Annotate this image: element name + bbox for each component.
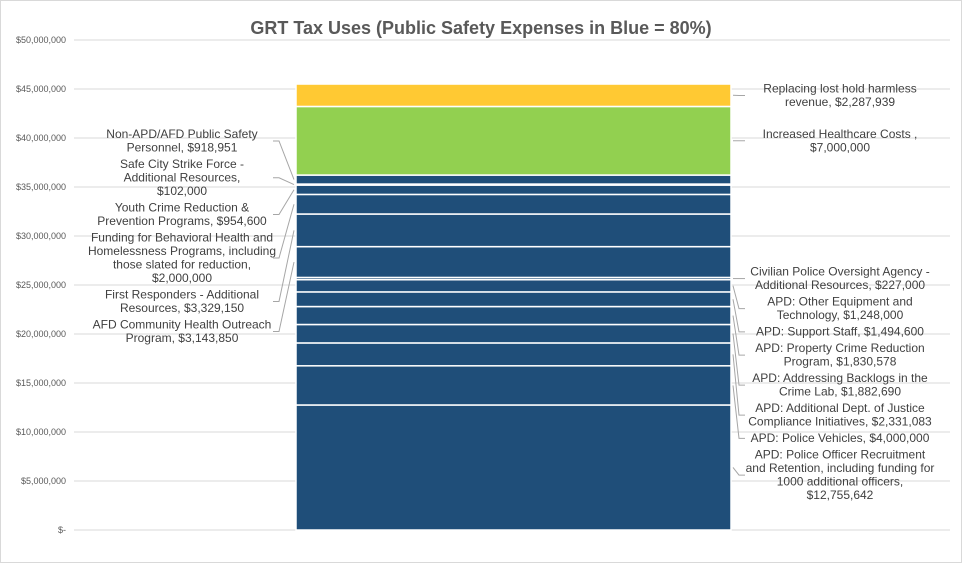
segment-label-line: First Responders - Additional bbox=[105, 288, 259, 302]
segment-label-line: Safe City Strike Force - bbox=[120, 157, 244, 171]
segment-label-line: APD: Addressing Backlogs in the bbox=[752, 371, 928, 385]
segment-label-line: $12,755,642 bbox=[807, 488, 874, 502]
bar-segment bbox=[295, 245, 732, 279]
leader-line bbox=[273, 177, 295, 186]
segment-label-line: Homelessness Programs, including bbox=[88, 244, 276, 258]
segment-label: APD: Police Vehicles, $4,000,000 bbox=[751, 431, 930, 445]
leader-line bbox=[273, 204, 295, 259]
segment-label-line: Crime Lab, $1,882,690 bbox=[779, 385, 901, 399]
y-tick-label: $10,000,000 bbox=[16, 427, 66, 437]
segment-label-line: APD: Additional Dept. of Justice bbox=[755, 401, 925, 415]
segment-label-line: APD: Property Crime Reduction bbox=[755, 341, 924, 355]
segment-label-line: Technology, $1,248,000 bbox=[777, 308, 904, 322]
segment-labels: Non-APD/AFD Public Safety Personnel, $918… bbox=[88, 82, 934, 503]
bar-segment bbox=[295, 291, 732, 308]
segment-label-line: APD: Other Equipment and bbox=[767, 295, 912, 309]
leader-line bbox=[732, 315, 745, 356]
bar-segment bbox=[295, 193, 732, 215]
y-tick-label: $25,000,000 bbox=[16, 280, 66, 290]
segment-label: APD: Other Equipment and Technology, $1,2… bbox=[767, 295, 912, 323]
segment-label-line: Additional Resources, $227,000 bbox=[755, 278, 925, 292]
segment-label-line: Increased Healthcare Costs , bbox=[763, 127, 918, 141]
y-tick-label: $5,000,000 bbox=[21, 476, 66, 486]
segment-label: APD: Police Officer Recruitment and Reten… bbox=[746, 448, 935, 503]
segment-label-line: Personnel, $918,951 bbox=[127, 141, 238, 155]
leader-line bbox=[732, 385, 745, 439]
segment-label-line: AFD Community Health Outreach bbox=[93, 318, 272, 332]
segment-label-line: Additional Resources, bbox=[124, 171, 241, 185]
segment-label: Non-APD/AFD Public Safety Personnel, $918… bbox=[106, 127, 257, 155]
bar-segment bbox=[295, 342, 732, 367]
leader-line bbox=[273, 261, 295, 332]
segment-label-line: Compliance Initiatives, $2,331,083 bbox=[748, 415, 932, 429]
segment-label: APD: Additional Dept. of Justice Complian… bbox=[748, 401, 932, 429]
leader-line bbox=[732, 467, 745, 476]
segment-label-line: $2,000,000 bbox=[152, 271, 212, 285]
leader-line bbox=[732, 299, 745, 333]
leader-line bbox=[273, 189, 295, 215]
segment-label-line: APD: Support Staff, $1,494,600 bbox=[756, 325, 924, 339]
y-axis-ticks: $- $5,000,000 $10,000,000 $15,000,000 $20,00… bbox=[16, 35, 66, 535]
segment-label: Replacing lost hold harmless revenue, $2,… bbox=[763, 82, 916, 110]
segment-label: APD: Addressing Backlogs in the Crime Lab… bbox=[752, 371, 928, 399]
segment-label: APD: Support Staff, $1,494,600 bbox=[756, 325, 924, 339]
segment-label-line: APD: Police Vehicles, $4,000,000 bbox=[751, 431, 930, 445]
segment-label-line: Program, $1,830,578 bbox=[784, 355, 897, 369]
leader-line bbox=[732, 285, 745, 310]
segment-label: AFD Community Health Outreach Program, $3… bbox=[93, 318, 272, 346]
segment-label-line: Non-APD/AFD Public Safety bbox=[106, 127, 257, 141]
segment-label-line: $102,000 bbox=[157, 184, 207, 198]
y-tick-label: $30,000,000 bbox=[16, 231, 66, 241]
bar-segment bbox=[295, 323, 732, 344]
y-tick-label: $50,000,000 bbox=[16, 35, 66, 45]
leader-line bbox=[273, 230, 295, 302]
segment-label-line: Program, $3,143,850 bbox=[126, 331, 239, 345]
segment-label-line: Youth Crime Reduction & bbox=[115, 201, 249, 215]
bar-segment bbox=[295, 305, 732, 326]
bar-segment bbox=[295, 105, 732, 176]
bar-segment bbox=[295, 404, 732, 531]
segment-label-line: Resources, $3,329,150 bbox=[120, 301, 244, 315]
segment-label-line: revenue, $2,287,939 bbox=[785, 95, 895, 109]
y-tick-label: $35,000,000 bbox=[16, 182, 66, 192]
segment-label: Youth Crime Reduction & Prevention Progra… bbox=[97, 201, 267, 229]
y-tick-label: $20,000,000 bbox=[16, 329, 66, 339]
segment-label: APD: Property Crime Reduction Program, $1… bbox=[755, 341, 924, 369]
segment-label-line: Prevention Programs, $954,600 bbox=[97, 214, 267, 228]
bar-segment bbox=[295, 365, 732, 406]
segment-label-line: $7,000,000 bbox=[810, 140, 870, 154]
leader-line bbox=[732, 354, 745, 416]
segment-label: Increased Healthcare Costs , $7,000,000 bbox=[763, 127, 918, 155]
segment-label-line: APD: Police Officer Recruitment bbox=[755, 448, 926, 462]
stacked-bar bbox=[295, 83, 732, 531]
segment-label-line: Funding for Behavioral Health and bbox=[91, 231, 273, 245]
bar-segment bbox=[295, 278, 732, 293]
bar-segment bbox=[295, 174, 732, 185]
segment-label-line: 1000 additional officers, bbox=[777, 475, 904, 489]
leader-line bbox=[273, 140, 295, 180]
segment-label: Safe City Strike Force -Additional Resou… bbox=[120, 157, 244, 198]
segment-label-line: Replacing lost hold harmless bbox=[763, 82, 916, 96]
bar-segment bbox=[295, 83, 732, 108]
segment-label: Civilian Police Oversight Agency -Additi… bbox=[750, 265, 929, 293]
y-tick-label: $40,000,000 bbox=[16, 133, 66, 143]
y-tick-label: $45,000,000 bbox=[16, 84, 66, 94]
segment-label: Funding for Behavioral Health and Homeles… bbox=[88, 231, 276, 286]
leader-lines bbox=[273, 94, 745, 476]
y-tick-label: $15,000,000 bbox=[16, 378, 66, 388]
segment-label-line: and Retention, including funding for bbox=[746, 461, 935, 475]
y-tick-label: $- bbox=[58, 525, 66, 535]
segment-label-line: those slated for reduction, bbox=[113, 258, 251, 272]
bar-segment bbox=[295, 213, 732, 248]
chart-title: GRT Tax Uses (Public Safety Expenses in … bbox=[250, 18, 712, 38]
segment-label: First Responders - Additional Resources, … bbox=[105, 288, 259, 316]
bar-segment bbox=[295, 184, 732, 196]
segment-label-line: Civilian Police Oversight Agency - bbox=[750, 265, 929, 279]
leader-line bbox=[732, 333, 745, 386]
